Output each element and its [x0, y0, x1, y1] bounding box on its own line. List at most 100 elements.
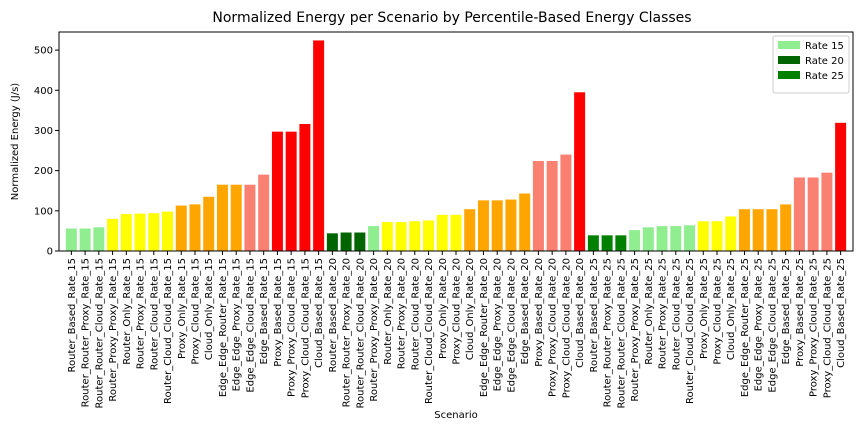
bar: [216, 184, 228, 251]
bar: [230, 184, 242, 251]
x-tick-label: Router_Cloud_Cloud_Rate_20: [424, 258, 435, 404]
bar: [560, 154, 572, 251]
bar: [766, 209, 778, 251]
x-tick-label: Proxy_Proxy_Cloud_Rate_25: [809, 258, 820, 397]
y-tick-label: 0: [47, 247, 53, 258]
x-tick-label: Proxy_Cloud_Cloud_Rate_25: [822, 258, 833, 398]
bar: [711, 221, 723, 251]
x-tick-label: Proxy_Cloud_Rate_20: [452, 258, 463, 365]
bar: [450, 214, 462, 251]
chart-title: Normalized Energy per Scenario by Percen…: [212, 10, 691, 26]
bar: [340, 232, 352, 251]
x-tick-label: Router_Router_Cloud_Rate_15: [94, 258, 105, 409]
x-tick-label: Router_Router_Cloud_Rate_20: [355, 258, 366, 409]
bar: [395, 222, 407, 251]
x-axis: Router_Based_Rate_15 Router_Router_Proxy_…: [67, 251, 847, 409]
x-tick-label: Router_Router_Proxy_Rate_20: [342, 258, 353, 407]
x-tick-label: Proxy_Only_Rate_20: [438, 258, 449, 359]
x-tick-label: Router_Router_Proxy_Rate_15: [81, 258, 92, 407]
bar: [821, 172, 833, 251]
bar: [601, 235, 613, 251]
bar: [629, 230, 641, 251]
bar: [477, 200, 489, 251]
bar: [532, 160, 544, 251]
x-tick-label: Router_Proxy_Proxy_Rate_25: [630, 258, 641, 402]
bar-series: [65, 40, 847, 251]
bar: [656, 226, 668, 251]
x-tick-label: Router_Only_Rate_25: [644, 258, 655, 365]
x-tick-label: Edge_Edge_Cloud_Rate_15: [245, 258, 256, 393]
x-tick-label: Cloud_Based_Rate_20: [575, 258, 586, 368]
y-axis-label: Normalized Energy (J/s): [10, 83, 21, 201]
bar: [354, 232, 366, 251]
x-tick-label: Router_Proxy_Rate_25: [658, 258, 669, 369]
legend-label: Rate 15: [805, 41, 844, 52]
bar: [546, 160, 558, 251]
bar: [299, 124, 311, 251]
bar: [381, 222, 393, 251]
x-tick-label: Cloud_Only_Rate_15: [204, 258, 215, 360]
bar: [93, 227, 105, 251]
y-tick-label: 100: [34, 206, 53, 217]
x-tick-label: Router_Proxy_Proxy_Rate_15: [108, 258, 119, 402]
x-tick-label: Proxy_Proxy_Cloud_Rate_15: [287, 258, 298, 397]
bar: [203, 196, 215, 251]
bar: [642, 227, 654, 251]
x-tick-label: Router_Based_Rate_20: [328, 258, 339, 373]
bar: [574, 92, 586, 251]
x-tick-label: Cloud_Based_Rate_15: [314, 258, 325, 368]
bar: [587, 235, 599, 251]
x-tick-label: Router_Proxy_Rate_20: [397, 258, 408, 369]
x-tick-label: Router_Cloud_Rate_15: [149, 258, 160, 370]
x-tick-label: Proxy_Based_Rate_15: [273, 258, 284, 367]
bar: [464, 209, 476, 251]
bar: [615, 235, 627, 251]
x-tick-label: Router_Proxy_Rate_15: [136, 258, 147, 369]
bar: [697, 221, 709, 251]
bar: [107, 218, 119, 251]
y-axis: 0 100 200 300 400 500: [34, 46, 59, 258]
x-tick-label: Router_Cloud_Rate_25: [671, 258, 682, 370]
x-tick-label: Proxy_Based_Rate_20: [534, 258, 545, 367]
x-tick-label: Router_Router_Proxy_Rate_25: [603, 258, 614, 407]
plot-frame: [58, 31, 854, 252]
x-tick-label: Cloud_Only_Rate_20: [465, 258, 476, 360]
x-tick-label: Proxy_Only_Rate_25: [699, 258, 710, 359]
x-tick-label: Edge_Edge_Proxy_Rate_20: [493, 258, 504, 391]
bar: [285, 131, 297, 251]
bar: [684, 225, 696, 251]
x-tick-label: Proxy_Proxy_Cloud_Rate_20: [548, 258, 559, 397]
x-tick-label: Edge_Edge_Proxy_Rate_25: [754, 258, 765, 391]
bar: [738, 209, 750, 251]
x-tick-label: Router_Cloud_Cloud_Rate_25: [685, 258, 696, 404]
x-tick-label: Proxy_Cloud_Rate_25: [713, 258, 724, 365]
x-tick-label: Proxy_Cloud_Cloud_Rate_20: [561, 258, 572, 398]
bar: [162, 211, 174, 251]
x-tick-label: Router_Based_Rate_25: [589, 258, 600, 373]
bar: [491, 200, 503, 251]
x-tick-label: Router_Router_Cloud_Rate_25: [616, 258, 627, 409]
x-tick-label: Edge_Based_Rate_25: [781, 258, 792, 365]
x-tick-label: Router_Only_Rate_20: [383, 258, 394, 365]
legend-label: Rate 25: [805, 71, 844, 82]
bar: [79, 228, 91, 251]
x-tick-label: Cloud_Only_Rate_25: [726, 258, 737, 360]
bar: [780, 204, 792, 251]
bar: [313, 40, 325, 251]
x-tick-label: Proxy_Cloud_Cloud_Rate_15: [300, 258, 311, 398]
bar: [120, 214, 132, 251]
bar: [258, 174, 270, 251]
x-tick-label: Proxy_Based_Rate_25: [795, 258, 806, 367]
bar: [134, 213, 146, 251]
bar: [505, 199, 517, 251]
bar: [244, 184, 256, 251]
bar: [423, 220, 435, 251]
x-tick-label: Edge_Edge_Router_Rate_15: [218, 258, 229, 397]
bar: [519, 193, 531, 251]
bar: [368, 226, 380, 251]
bar: [807, 177, 819, 251]
x-tick-label: Edge_Edge_Proxy_Rate_15: [232, 258, 243, 391]
y-tick-label: 500: [34, 46, 53, 57]
x-tick-label: Edge_Edge_Cloud_Rate_25: [767, 258, 778, 393]
